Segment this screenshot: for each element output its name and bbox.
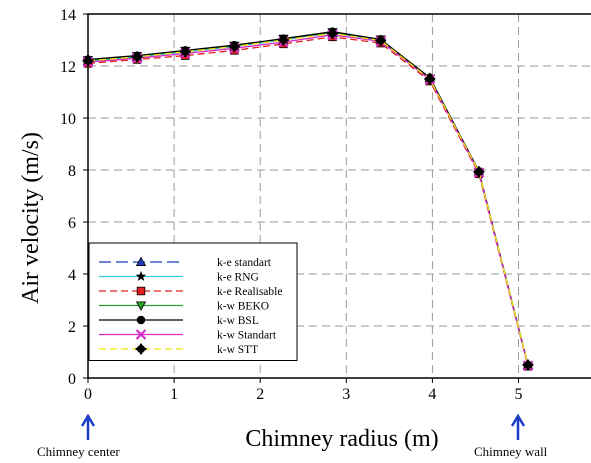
y-tick-label: 10	[60, 111, 76, 128]
data-point	[473, 166, 485, 178]
x-axis-label: Chimney radius (m)	[245, 426, 438, 452]
data-point	[278, 34, 289, 46]
data-point	[179, 46, 191, 58]
y-tick-label: 0	[68, 371, 76, 388]
legend-marker	[136, 286, 146, 296]
chimney-wall-label: Chimney wall	[474, 444, 548, 459]
legend: k-e standart k-e RNG k-e Realisable k-w BEK…	[88, 242, 298, 361]
axis-ticks: 012345602468101214	[60, 7, 523, 403]
legend-item: k-e standart	[99, 256, 272, 269]
x-tick-label: 2	[256, 386, 264, 403]
legend-item: k-e Realisable	[99, 286, 282, 298]
y-tick-label: 12	[60, 59, 76, 76]
x-tick-label: 1	[170, 386, 178, 403]
legend-label: k-e standart	[217, 257, 272, 269]
legend-marker	[135, 270, 147, 282]
legend-marker	[136, 315, 146, 325]
series-line	[87, 36, 529, 367]
x-tick-label: 0	[84, 386, 92, 403]
series-line	[87, 32, 529, 366]
plot-area-frame	[87, 13, 591, 379]
y-tick-label: 14	[60, 7, 76, 24]
y-axis-label: Air velocity (m/s)	[18, 132, 44, 304]
data-point	[131, 51, 143, 63]
data-point	[82, 55, 94, 67]
legend-label: k-w BSL	[217, 315, 259, 327]
legend-label: k-w STT	[217, 344, 258, 356]
series-group	[82, 26, 534, 372]
data-point	[424, 73, 436, 85]
legend-label: k-w Standart	[217, 330, 277, 342]
legend-marker	[135, 329, 147, 340]
legend-marker	[135, 256, 147, 266]
legend-item: k-w STT	[99, 343, 258, 356]
legend-item: k-w BEKO	[99, 301, 269, 313]
legend-item: k-e RNG	[99, 270, 259, 284]
x-tick-label: 3	[342, 386, 350, 403]
up-arrow-icon	[80, 413, 96, 440]
data-point	[375, 35, 387, 46]
x-tick-label: 4	[428, 386, 436, 403]
y-tick-label: 2	[68, 319, 76, 336]
y-tick-label: 8	[68, 163, 76, 180]
legend-box	[88, 242, 298, 361]
legend-marker	[135, 343, 147, 355]
x-tick-label: 5	[515, 386, 523, 403]
data-point	[228, 41, 240, 52]
data-point	[327, 28, 338, 39]
chimney-center-label: Chimney center	[37, 444, 120, 459]
series-k-w-stt	[82, 28, 534, 371]
up-arrow-icon	[510, 413, 526, 440]
chimney-center-annotation: Chimney center	[37, 413, 120, 459]
legend-label: k-w BEKO	[217, 301, 269, 313]
chimney-wall-annotation: Chimney wall	[474, 413, 548, 459]
y-tick-label: 4	[68, 267, 76, 284]
legend-item: k-w BSL	[99, 315, 259, 327]
legend-label: k-e Realisable	[217, 286, 282, 298]
y-tick-label: 6	[68, 215, 76, 232]
legend-marker	[135, 301, 147, 311]
legend-label: k-e RNG	[217, 272, 259, 284]
legend-item: k-w Standart	[99, 329, 277, 342]
data-point	[522, 359, 534, 371]
